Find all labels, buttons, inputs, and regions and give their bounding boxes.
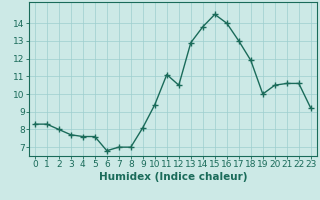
X-axis label: Humidex (Indice chaleur): Humidex (Indice chaleur) (99, 172, 247, 182)
